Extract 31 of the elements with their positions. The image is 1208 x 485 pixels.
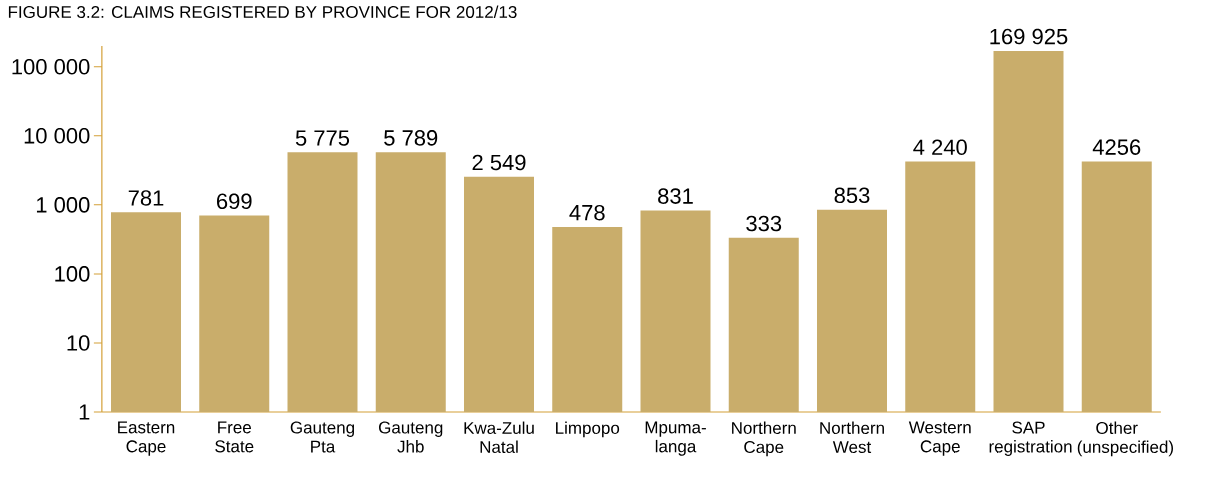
- data-label: 169 925: [990, 28, 1068, 45]
- data-label: 478: [569, 204, 605, 221]
- x-tick-label: Northern Cape: [732, 421, 796, 457]
- data-label: 831: [658, 188, 693, 204]
- data-label: 781: [128, 190, 164, 206]
- x-tick-label: Limpopo: [556, 421, 620, 438]
- data-label: 5 775: [295, 130, 350, 146]
- y-tick-label: 100: [55, 266, 90, 282]
- y-tick-label: 100 000: [12, 58, 90, 75]
- y-tick-label: 1: [79, 404, 90, 420]
- data-label: 2 549: [472, 154, 526, 171]
- data-label: 5 789: [384, 130, 438, 146]
- data-label: 333: [746, 215, 782, 232]
- data-label: 853: [834, 187, 870, 204]
- x-tick-label: Gauteng Pta: [290, 421, 355, 453]
- x-tick-label: SAP registration: [989, 421, 1072, 456]
- data-label: 699: [217, 193, 252, 210]
- y-tick-label: 10: [67, 335, 90, 351]
- x-tick-label: Kwa-Zulu Natal: [464, 421, 534, 454]
- x-tick-label: Mpuma-langa: [645, 421, 706, 456]
- y-tick-label: 10 000: [24, 128, 90, 144]
- x-tick-label: Other (unspecified): [1077, 421, 1174, 457]
- x-tick-label: Eastern Cape: [118, 421, 175, 456]
- x-tick-label: Gauteng Jhb: [379, 421, 443, 453]
- x-tick-label: Northern West: [820, 421, 884, 454]
- y-tick-label: 1 000: [36, 197, 90, 213]
- data-label: 4256: [1092, 139, 1141, 155]
- x-tick-label: Free State: [215, 421, 254, 453]
- data-label: 4 240: [913, 139, 967, 156]
- chart-title: FIGURE 3.2: CLAIMS REGISTERED BY PROVINCE FOR 2012/13: [8, 5, 517, 19]
- x-tick-label: Western Cape: [908, 421, 971, 456]
